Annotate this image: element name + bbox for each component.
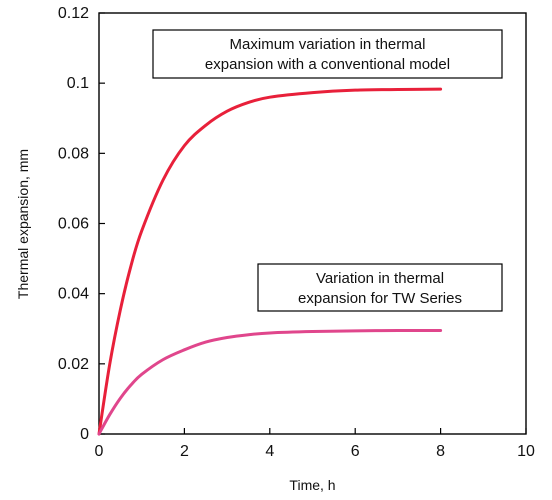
series-layer [97,87,443,436]
series-line-tw-series [97,328,443,436]
x-axis-title: Time, h [289,477,335,493]
x-tick-label: 4 [265,443,274,460]
annotation-tw-series-line-2: expansion for TW Series [298,290,462,307]
annotation-box-conventional [152,29,503,79]
x-tick-label: 2 [180,443,189,460]
y-axis-ticks: 0 0.02 0.04 0.06 0.08 0.1 0.12 [58,5,105,443]
y-tick-label: 0.06 [58,216,89,233]
x-axis-ticks: 0 2 4 6 8 10 [95,428,535,460]
annotation-conventional-line-1: Maximum variation in thermal [230,36,426,53]
x-tick-label: 0 [95,443,104,460]
y-tick-label: 0 [80,426,89,443]
x-tick-label: 6 [351,443,360,460]
series-line-conventional [97,87,443,436]
y-tick-label: 0.04 [58,286,89,303]
y-tick-label: 0.02 [58,356,89,373]
annotation-conventional-line-2: expansion with a conventional model [205,56,450,73]
annotations-layer: Maximum variation in thermal expansion w… [152,29,503,312]
y-axis-title: Thermal expansion, mm [15,149,31,299]
y-tick-label: 0.1 [67,75,89,92]
x-tick-label: 8 [436,443,445,460]
y-tick-label: 0.08 [58,145,89,162]
x-tick-label: 10 [517,443,535,460]
annotation-box-tw-series [257,263,503,312]
y-tick-label: 0.12 [58,5,89,22]
annotation-tw-series-line-1: Variation in thermal [316,270,444,287]
